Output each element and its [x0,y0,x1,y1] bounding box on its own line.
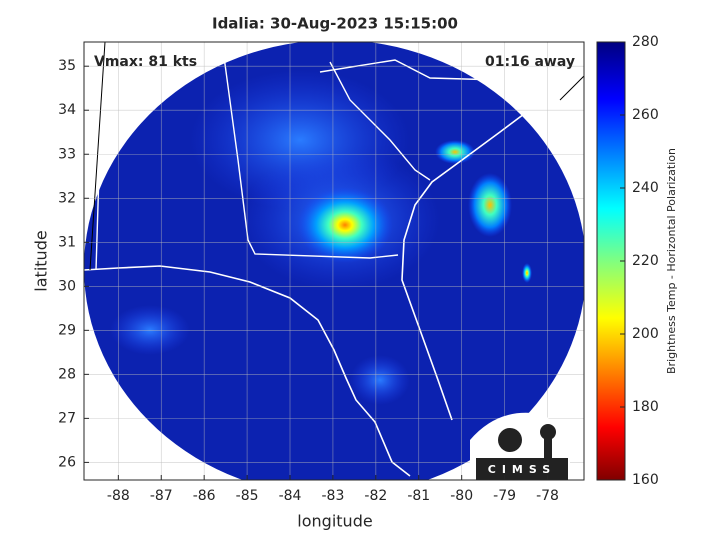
colorbar-tick-label: 260 [632,107,659,123]
x-tick-label: -87 [150,488,173,504]
land-border [89,42,584,271]
y-tick-label: 30 [58,278,76,294]
y-tick-label: 31 [58,234,76,250]
x-tick-label: -78 [536,488,559,504]
colorbar-tick-label: 160 [632,472,659,488]
y-tick-label: 29 [58,322,76,338]
x-tick-label: -80 [450,488,473,504]
cimss-logo: CIMSS [470,412,570,480]
logo-text: CIMSS [488,463,556,476]
y-axis-label: latitude [32,230,51,291]
y-tick-label: 32 [58,190,76,206]
plot-frame [83,41,585,481]
y-tick-label: 26 [58,454,76,470]
coastline [84,265,411,477]
x-tick-label: -81 [407,488,430,504]
coastline [401,77,584,421]
x-tick-label: -86 [193,488,216,504]
y-tick-label: 27 [58,410,76,426]
title: Idalia: 30-Aug-2023 15:15:00 [212,15,458,33]
map-layer [84,42,584,480]
x-tick-label: -88 [107,488,130,504]
y-tick-label: 35 [58,58,76,74]
y-tick-label: 34 [58,102,76,118]
annotation: 01:16 away [485,54,575,70]
rain-band [522,263,532,283]
x-tick-label: -79 [493,488,516,504]
colorbar-tick-label: 240 [632,180,659,196]
cloud [110,305,190,355]
x-tick-label: -85 [236,488,259,504]
storm-core [297,187,393,263]
rain-band [435,140,475,164]
state-border [221,42,399,259]
x-tick-label: -82 [364,488,387,504]
colorbar-tick-label: 180 [632,399,659,415]
y-tick-label: 33 [58,146,76,162]
colorbar-tick-label: 200 [632,326,659,342]
x-tick-label: -84 [279,488,302,504]
annotation: Vmax: 81 kts [94,54,197,70]
x-axis-label: longitude [297,512,372,531]
state-border [329,61,431,181]
rain-band [468,173,512,237]
colorbar-tick-label: 220 [632,253,659,269]
cloud [350,355,410,405]
y-tick-label: 28 [58,366,76,382]
colorbar-label: Brightness Temp - Horizontal Polarizatio… [665,148,678,374]
colorbar-tick-label: 280 [632,34,659,50]
x-tick-label: -83 [321,488,344,504]
